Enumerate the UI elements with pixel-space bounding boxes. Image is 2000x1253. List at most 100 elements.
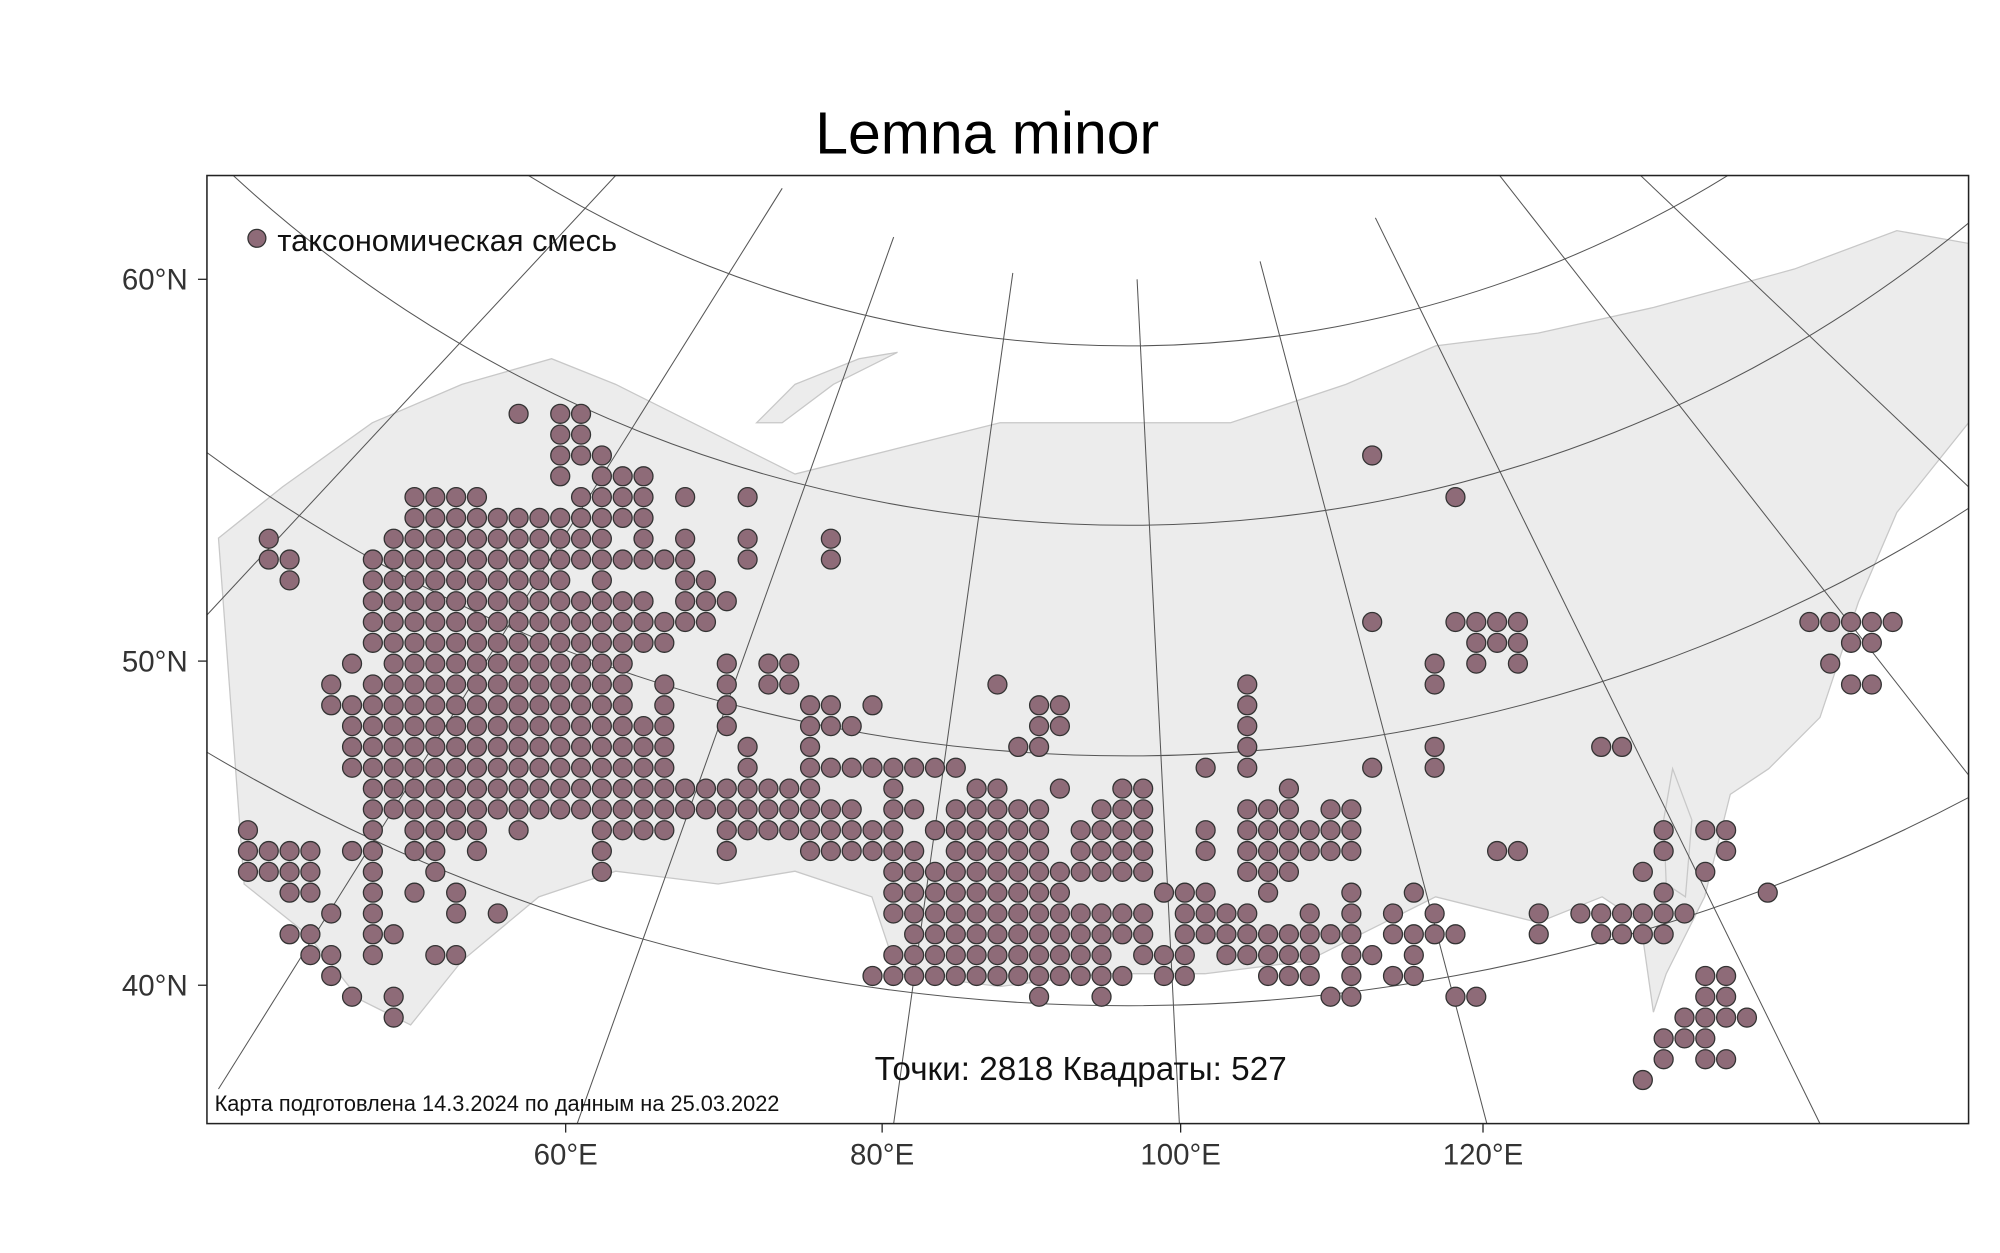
occurrence-dot [1715, 965, 1737, 987]
occurrence-dot [446, 757, 467, 778]
occurrence-dot [1591, 924, 1612, 945]
occurrence-dot [1112, 861, 1133, 882]
occurrence-dot [321, 945, 342, 966]
occurrence-dot [1695, 965, 1716, 987]
occurrence-dot [446, 736, 467, 758]
occurrence-dot [383, 549, 404, 570]
occurrence-dot [425, 570, 446, 591]
occurrence-dot [591, 799, 612, 820]
occurrence-dot [321, 674, 342, 695]
occurrence-dot [1195, 757, 1216, 778]
occurrence-dot [508, 549, 529, 570]
occurrence-dot [508, 799, 529, 820]
occurrence-dot [633, 799, 654, 820]
occurrence-dot [258, 528, 279, 549]
occurrence-dot [1341, 903, 1362, 924]
occurrence-dot [570, 507, 592, 529]
occurrence-dot [508, 591, 529, 612]
occurrence-dot [446, 591, 467, 612]
occurrence-dot [1382, 903, 1404, 924]
occurrence-dot [404, 736, 425, 758]
occurrence-dot [1840, 611, 1862, 633]
occurrence-dot [904, 840, 925, 862]
occurrence-dot [591, 466, 612, 487]
occurrence-dot [1070, 945, 1091, 966]
occurrence-dot [591, 570, 612, 591]
occurrence-dot [466, 591, 488, 612]
occurrence-dot [570, 757, 592, 778]
occurrence-dot [904, 965, 925, 987]
occurrence-dot [1695, 1028, 1716, 1049]
occurrence-dot [612, 591, 633, 612]
occurrence-dot [1653, 1028, 1674, 1049]
occurrence-dot [945, 965, 966, 987]
occurrence-dot [570, 549, 592, 570]
occurrence-dot [1028, 945, 1050, 966]
occurrence-dot [1424, 903, 1445, 924]
occurrence-dot [446, 528, 467, 549]
occurrence-dot [404, 591, 425, 612]
occurrence-dot [675, 799, 696, 820]
occurrence-dot [1008, 903, 1029, 924]
occurrence-dot [862, 840, 883, 862]
occurrence-dot [1028, 736, 1050, 758]
occurrence-dot [487, 736, 508, 758]
occurrence-dot [279, 882, 300, 903]
occurrence-dot [1049, 695, 1071, 716]
occurrence-dot [737, 736, 758, 758]
occurrence-dot [924, 965, 946, 987]
occurrence-dot [446, 570, 467, 591]
occurrence-dot [425, 486, 446, 508]
occurrence-dot [1299, 945, 1320, 966]
occurrence-dot [383, 528, 404, 549]
occurrence-dot [237, 861, 259, 882]
occurrence-dot [987, 945, 1008, 966]
occurrence-dot [1174, 903, 1195, 924]
occurrence-dot [466, 799, 488, 820]
occurrence-dot [1653, 1049, 1674, 1070]
occurrence-dot [529, 632, 550, 653]
occurrence-dot [1424, 757, 1445, 778]
occurrence-dot [362, 778, 383, 799]
occurrence-dot [633, 778, 654, 799]
occurrence-dot [1424, 653, 1445, 674]
occurrence-dot [529, 715, 550, 737]
occurrence-dot [383, 778, 404, 799]
occurrence-dot [1070, 861, 1091, 882]
occurrence-dot [695, 799, 717, 820]
occurrence-dot [737, 820, 758, 841]
parallel [206, 451, 1969, 756]
occurrence-dot [591, 820, 612, 841]
occurrence-dot [1695, 1049, 1716, 1070]
occurrence-dot [362, 903, 383, 924]
occurrence-dot [362, 695, 383, 716]
occurrence-dot [1466, 986, 1487, 1007]
occurrence-dot [779, 799, 800, 820]
occurrence-dot [904, 799, 925, 820]
occurrence-dot [1341, 799, 1362, 820]
occurrence-dot [716, 715, 737, 737]
occurrence-dot [362, 611, 383, 633]
occurrence-dot [404, 715, 425, 737]
occurrence-dot [404, 507, 425, 529]
occurrence-dot [654, 736, 675, 758]
occurrence-dot [1695, 861, 1716, 882]
occurrence-dot [841, 820, 862, 841]
x-axis-label: 120°E [1443, 1139, 1524, 1172]
occurrence-dot [924, 882, 946, 903]
occurrence-dot [654, 715, 675, 737]
occurrence-dot [1861, 611, 1882, 633]
meridian [1499, 175, 1969, 776]
occurrence-dot [924, 861, 946, 882]
occurrence-dot [341, 986, 363, 1007]
occurrence-dot [1341, 945, 1362, 966]
occurrence-dot [820, 695, 842, 716]
occurrence-dot [591, 778, 612, 799]
occurrence-dot [1049, 861, 1071, 882]
occurrence-dot [570, 778, 592, 799]
occurrence-dot [820, 840, 842, 862]
occurrence-dot [1403, 965, 1424, 987]
occurrence-dot [487, 632, 508, 653]
occurrence-dot [1507, 611, 1529, 633]
occurrence-dot [779, 778, 800, 799]
